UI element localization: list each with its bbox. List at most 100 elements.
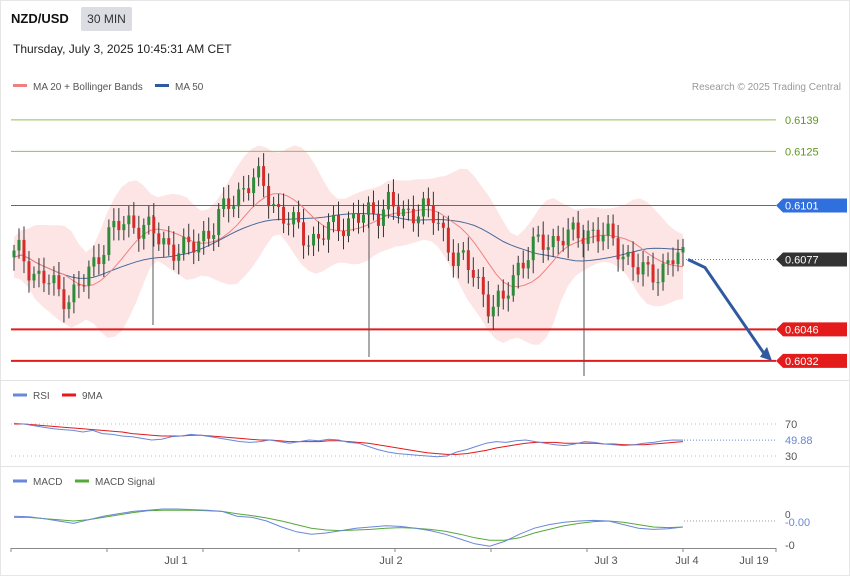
candle-body xyxy=(312,233,316,246)
candle-body xyxy=(366,202,370,215)
candle-body xyxy=(47,283,51,285)
candle-body xyxy=(67,302,71,310)
candle-body xyxy=(317,233,321,239)
candle-body xyxy=(342,230,346,237)
candle-body xyxy=(172,244,176,261)
legend-label: MA 20 + Bollinger Bands xyxy=(33,82,143,93)
level-label: 0.6032 xyxy=(785,356,819,368)
candle-body xyxy=(466,250,470,270)
candle-body xyxy=(132,215,136,228)
candle-body xyxy=(142,224,146,239)
macd-line xyxy=(13,508,684,547)
candle-body xyxy=(302,222,306,246)
candle-body xyxy=(406,208,410,210)
candle-body xyxy=(127,215,131,225)
candle-body xyxy=(117,220,121,231)
candle-body xyxy=(591,229,595,231)
candle-body xyxy=(147,216,151,225)
level-label: 0.6101 xyxy=(785,200,819,212)
price-tag xyxy=(776,353,847,368)
candle-body xyxy=(212,235,216,239)
candle-body xyxy=(356,213,360,223)
candle-body xyxy=(162,238,166,245)
candle-body xyxy=(671,260,675,265)
candle-body xyxy=(551,236,555,248)
candle-body xyxy=(187,236,191,243)
candle-body xyxy=(431,205,435,223)
candle-body xyxy=(391,191,395,207)
candle-body xyxy=(401,208,405,217)
candle-body xyxy=(501,290,505,299)
candle-body xyxy=(656,282,660,284)
candle-body xyxy=(611,223,615,239)
credit-text: Research © 2025 Trading Central xyxy=(692,82,841,93)
candle-body xyxy=(257,166,261,178)
candle-body xyxy=(207,230,211,239)
rsi-level-label: 70 xyxy=(785,419,797,431)
candle-body xyxy=(322,238,326,240)
candle-body xyxy=(242,188,246,190)
candle-body xyxy=(42,270,46,284)
candle-body xyxy=(666,260,670,264)
candle-body xyxy=(217,209,221,236)
rsi-line xyxy=(13,422,684,458)
candle-body xyxy=(511,275,515,296)
rsi-legend-label: RSI xyxy=(33,391,50,402)
candle-body xyxy=(681,247,685,253)
level-label: 0.6139 xyxy=(785,115,819,127)
rsi-legend-label: 9MA xyxy=(82,391,103,402)
candle-body xyxy=(361,214,365,223)
candle-body xyxy=(262,166,266,186)
candle-body xyxy=(661,263,665,283)
candle-body xyxy=(157,233,161,245)
candle-body xyxy=(541,234,545,250)
price-tag xyxy=(776,322,847,337)
candle-body xyxy=(646,262,650,265)
candle-body xyxy=(581,238,585,244)
level-label: 0.6077 xyxy=(785,255,819,267)
candle-body xyxy=(182,236,186,254)
symbol-title: NZD/USD xyxy=(11,11,69,26)
candle-body xyxy=(351,213,355,219)
candle-body xyxy=(596,229,600,242)
candle-body xyxy=(72,284,76,303)
candle-body xyxy=(57,275,61,290)
candle-body xyxy=(496,290,500,307)
candle-body xyxy=(277,204,281,207)
legend-swatch xyxy=(155,84,169,87)
candle-body xyxy=(297,212,301,223)
legend-swatch xyxy=(13,393,27,397)
candle-body xyxy=(506,295,510,299)
x-tick-label: Jul 1 xyxy=(164,555,187,567)
candle-body xyxy=(307,245,311,247)
candle-body xyxy=(461,250,465,253)
macd-value-label: -0.00 xyxy=(785,517,810,529)
timeframe-badge[interactable]: 30 MIN xyxy=(81,7,132,31)
candle-body xyxy=(27,261,31,281)
x-tick-label: Jul 3 xyxy=(594,555,617,567)
x-tick-label: Jul 19 xyxy=(739,555,768,567)
candle-body xyxy=(62,289,66,310)
candle-body xyxy=(601,235,605,242)
candle-body xyxy=(292,212,296,225)
candle-body xyxy=(87,266,91,286)
legend-swatch xyxy=(13,479,27,483)
candle-body xyxy=(22,239,26,262)
macd-tick-label: 0 xyxy=(785,510,791,521)
datetime-label: Thursday, July 3, 2025 10:45:31 AM CET xyxy=(13,42,232,56)
candle-body xyxy=(526,260,530,269)
candle-body xyxy=(371,202,375,214)
candle-body xyxy=(621,256,625,260)
candle-body xyxy=(516,262,520,276)
candle-body xyxy=(82,285,86,287)
price-tag xyxy=(776,198,847,213)
macd-tick-label: -0 xyxy=(785,540,795,552)
candle-body xyxy=(167,238,171,245)
candle-body xyxy=(282,206,286,224)
candle-body xyxy=(327,221,331,240)
macd-signal-line xyxy=(14,509,684,541)
candle-body xyxy=(112,220,116,228)
candle-body xyxy=(102,254,106,265)
candle-body xyxy=(287,223,291,225)
